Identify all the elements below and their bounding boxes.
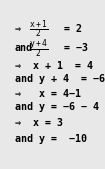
Text: ⇒   x = 4−1: ⇒ x = 4−1	[15, 89, 81, 99]
Text: and y + 4  = −6: and y + 4 = −6	[15, 75, 105, 84]
Text: ⇒  x + 1  = 4: ⇒ x + 1 = 4	[15, 62, 93, 71]
Text: ⇒: ⇒	[15, 24, 21, 34]
Text: = −3: = −3	[64, 43, 88, 53]
Text: $\mathtt{\frac{y+4}{2}}$: $\mathtt{\frac{y+4}{2}}$	[29, 37, 49, 60]
Text: and: and	[15, 43, 33, 53]
Text: ⇒  x = 3: ⇒ x = 3	[15, 118, 69, 128]
Text: and y =  −10: and y = −10	[15, 134, 87, 144]
Text: = 2: = 2	[64, 24, 82, 34]
Text: and y = −6 − 4: and y = −6 − 4	[15, 102, 99, 112]
Text: $\mathtt{\frac{x+1}{2}}$: $\mathtt{\frac{x+1}{2}}$	[29, 18, 49, 40]
